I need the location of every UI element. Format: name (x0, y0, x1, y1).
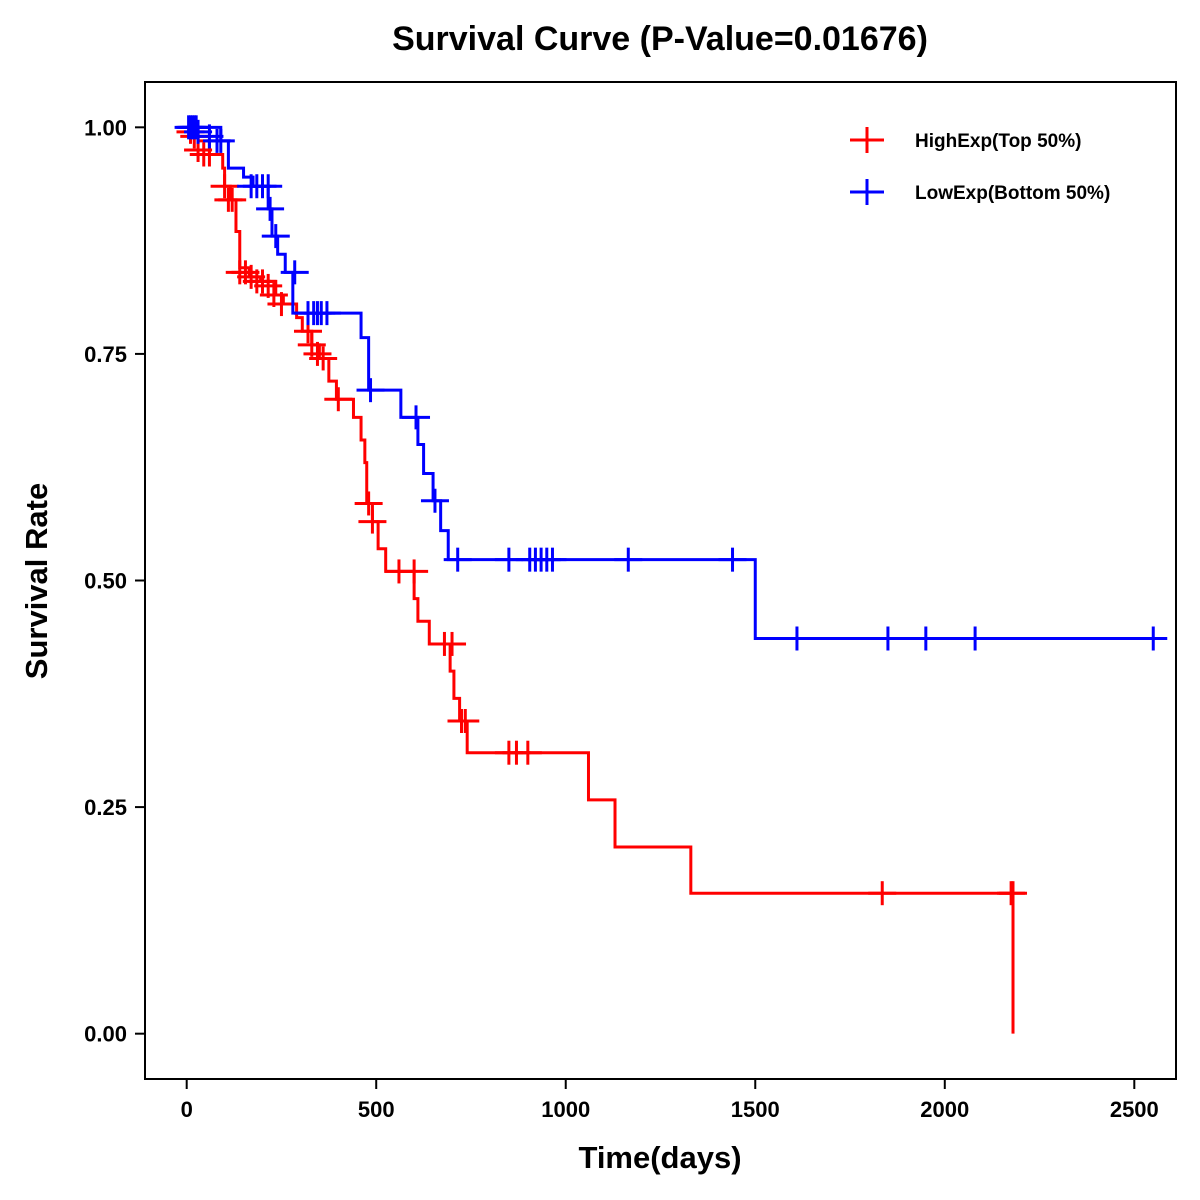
y-tick-label: 0.75 (84, 342, 127, 367)
x-tick-label: 1500 (731, 1097, 780, 1122)
x-axis: 0 500 1000 1500 2000 2500 (181, 1079, 1159, 1122)
x-tick-label: 2000 (920, 1097, 969, 1122)
series-group (174, 115, 1168, 1034)
x-tick-label: 2500 (1110, 1097, 1159, 1122)
survival-step-line (186, 125, 1015, 1034)
legend-label: LowExp(Bottom 50%) (915, 183, 1110, 204)
x-tick-label: 0 (181, 1097, 193, 1122)
x-tick-label: 500 (358, 1097, 395, 1122)
chart-title: Survival Curve (P-Value=0.01676) (392, 20, 928, 58)
y-tick-label: 1.00 (84, 115, 127, 140)
series-high-exp (176, 119, 1028, 1034)
legend: HighExp(Top 50%) LowExp(Bottom 50%) (850, 127, 1110, 205)
legend-item: HighExp(Top 50%) (850, 127, 1081, 153)
x-tick-label: 1000 (541, 1097, 590, 1122)
y-tick-label: 0.00 (84, 1022, 127, 1047)
series-low-exp (174, 115, 1168, 651)
y-tick-label: 0.50 (84, 569, 127, 594)
y-axis-label: Survival Rate (19, 483, 54, 679)
y-tick-label: 0.25 (84, 795, 127, 820)
plot-frame (144, 81, 1177, 1080)
y-axis: 0.00 0.25 0.50 0.75 1.00 (84, 115, 145, 1047)
x-axis-label: Time(days) (578, 1140, 741, 1175)
legend-item: LowExp(Bottom 50%) (850, 179, 1110, 205)
legend-label: HighExp(Top 50%) (915, 131, 1081, 152)
